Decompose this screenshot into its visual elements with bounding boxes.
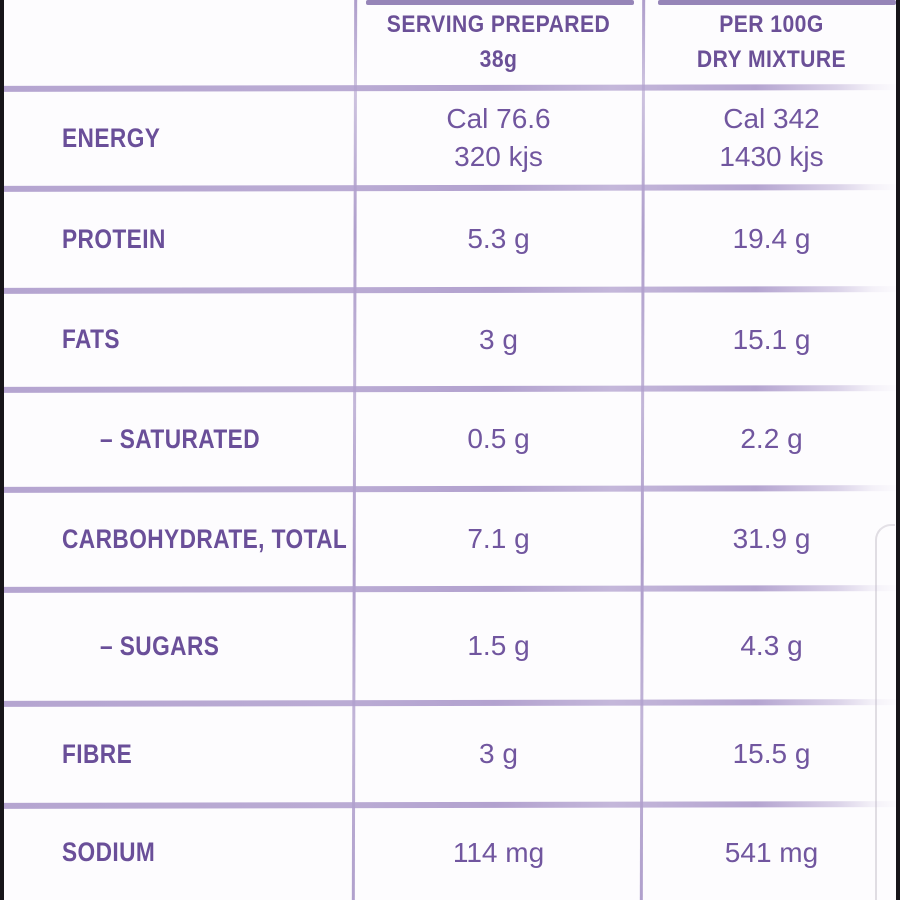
table-row-saturated: – SATURATED 0.5 g 2.2 g: [0, 389, 900, 493]
per100-value: 4.3 g: [740, 630, 803, 662]
card-corner-outline: [875, 524, 895, 900]
nutrient-label-cell: – SATURATED: [0, 424, 354, 455]
serving-value: 3 g: [479, 738, 518, 770]
per100-value: 19.4 g: [732, 223, 811, 255]
per100-value: 541 mg: [724, 836, 819, 868]
serving-value: 114 mg: [452, 836, 545, 868]
table-row-fibre: FIBRE 3 g 15.5 g: [0, 703, 900, 809]
table-header-row: SERVING PREPARED 38g PER 100G DRY MIXTUR…: [0, 0, 900, 92]
screen-edge-left: [0, 0, 4, 900]
serving-value: 3 g: [479, 323, 518, 355]
table-row-sugars: – SUGARS 1.5 g 4.3 g: [0, 589, 900, 707]
per100-value: 15.1 g: [732, 323, 811, 355]
top-cut-line-serving: [366, 0, 634, 5]
nutrient-label-cell: SODIUM: [0, 837, 354, 868]
header-serving-prepared: SERVING PREPARED 38g: [386, 11, 611, 73]
table-row-fats: FATS 3 g 15.1 g: [0, 290, 900, 393]
per100-value: 2.2 g: [740, 423, 803, 455]
per100-value: Cal 342 1430 kjs: [719, 103, 824, 172]
nutrient-label-cell: PROTEIN: [0, 224, 354, 255]
nutrient-label: – SATURATED: [100, 423, 261, 454]
nutrient-label-cell: – SUGARS: [0, 631, 354, 662]
table-row-sodium: SODIUM 114 mg 541 mg: [0, 805, 900, 900]
serving-value: 7.1 g: [467, 523, 530, 555]
top-cut-line-per100: [658, 0, 896, 5]
nutrient-label: CARBOHYDRATE, TOTAL: [62, 523, 348, 554]
nutrient-label-cell: FATS: [0, 324, 354, 355]
nutrient-label: – SUGARS: [100, 630, 220, 661]
table-row-energy: ENERGY Cal 76.6 320 kjs Cal 342 1430 kjs: [0, 88, 900, 192]
per100-value: 15.5 g: [732, 738, 811, 770]
table-row-protein: PROTEIN 5.3 g 19.4 g: [0, 188, 900, 294]
serving-value: 5.3 g: [467, 223, 530, 255]
nutrient-label: FATS: [62, 324, 120, 354]
nutrient-label: PROTEIN: [62, 223, 166, 254]
nutrient-label: ENERGY: [62, 122, 161, 153]
table-row-carbohydrate: CARBOHYDRATE, TOTAL 7.1 g 31.9 g: [0, 489, 900, 593]
nutrient-label: SODIUM: [62, 837, 156, 867]
nutrient-label: FIBRE: [62, 738, 133, 769]
header-per-100g-dry-mixture: PER 100G DRY MIXTURE: [696, 11, 847, 73]
screen-edge-right: [896, 0, 900, 900]
nutrient-label-cell: FIBRE: [0, 739, 354, 770]
serving-value: 0.5 g: [467, 423, 530, 455]
serving-value: 1.5 g: [467, 630, 530, 662]
per100-value: 31.9 g: [732, 523, 811, 555]
nutrient-label-cell: CARBOHYDRATE, TOTAL: [0, 524, 354, 555]
nutrient-label-cell: ENERGY: [0, 123, 354, 154]
serving-value: Cal 76.6 320 kjs: [446, 103, 551, 172]
